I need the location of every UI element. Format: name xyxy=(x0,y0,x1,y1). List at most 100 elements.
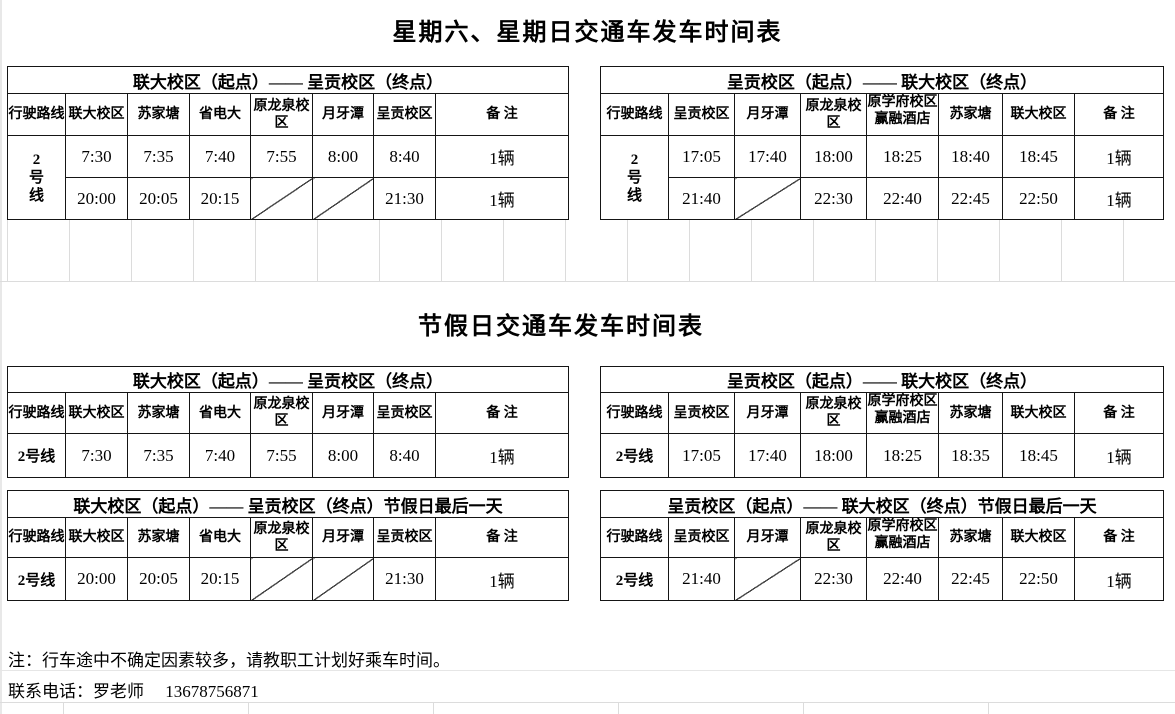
spreadsheet-gridline xyxy=(0,670,1175,671)
table-title: 联大校区（起点）—— 呈贡校区（终点） xyxy=(7,66,569,94)
column-header: 联大校区 xyxy=(1002,392,1075,434)
schedule-cell: 7:55 xyxy=(250,135,313,178)
route-cell: 2号线 xyxy=(600,433,669,478)
column-header: 备 注 xyxy=(1074,392,1164,434)
schedule-cell: 18:40 xyxy=(938,135,1003,178)
column-header: 行驶路线 xyxy=(7,392,66,434)
route-cell: 2号线 xyxy=(600,557,669,601)
schedule-cell: 18:00 xyxy=(800,433,867,478)
column-header: 月牙潭 xyxy=(312,392,374,434)
schedule-cell xyxy=(250,177,313,220)
column-header: 苏家塘 xyxy=(938,517,1003,558)
schedule-cell: 20:05 xyxy=(127,557,190,601)
column-header: 省电大 xyxy=(189,517,251,558)
schedule-cell: 8:00 xyxy=(312,433,374,478)
column-header: 备 注 xyxy=(435,517,569,558)
column-header: 呈贡校区 xyxy=(373,517,436,558)
schedule-cell: 18:25 xyxy=(866,433,939,478)
schedule-cell: 8:40 xyxy=(373,433,436,478)
schedule-cell: 22:30 xyxy=(800,557,867,601)
schedule-cell xyxy=(250,557,313,601)
schedule-cell: 21:40 xyxy=(668,177,735,220)
column-header: 行驶路线 xyxy=(600,517,669,558)
column-header: 备 注 xyxy=(1074,517,1164,558)
schedule-cell: 22:30 xyxy=(800,177,867,220)
column-header: 联大校区 xyxy=(1002,93,1075,136)
spreadsheet-gridlines xyxy=(7,220,1163,281)
schedule-cell: 21:30 xyxy=(373,557,436,601)
remark-cell: 1辆 xyxy=(1074,433,1164,478)
schedule-cell: 20:15 xyxy=(189,557,251,601)
column-header: 月牙潭 xyxy=(734,392,801,434)
column-header: 原学府校区赢融酒店 xyxy=(866,517,939,558)
table-title: 联大校区（起点）—— 呈贡校区（终点）节假日最后一天 xyxy=(7,490,569,518)
schedule-cell: 7:55 xyxy=(250,433,313,478)
column-header: 备 注 xyxy=(435,93,569,136)
column-header: 原龙泉校区 xyxy=(250,93,313,136)
route-cell: 2号线 xyxy=(7,557,66,601)
column-header: 原龙泉校区 xyxy=(800,93,867,136)
schedule-cell: 22:50 xyxy=(1002,557,1075,601)
schedule-cell: 17:05 xyxy=(668,433,735,478)
column-header: 原龙泉校区 xyxy=(250,392,313,434)
route-cell: 2号线 xyxy=(600,135,669,220)
lastday-outbound-table: 联大校区（起点）—— 呈贡校区（终点）节假日最后一天 行驶路线 联大校区 苏家塘… xyxy=(7,490,569,601)
column-header: 联大校区 xyxy=(1002,517,1075,558)
column-header: 月牙潭 xyxy=(734,517,801,558)
table-title: 呈贡校区（起点）—— 联大校区（终点） xyxy=(600,66,1164,94)
column-header: 行驶路线 xyxy=(7,93,66,136)
remark-cell: 1辆 xyxy=(1074,177,1164,220)
table-title: 联大校区（起点）—— 呈贡校区（终点） xyxy=(7,366,569,393)
column-header: 月牙潭 xyxy=(312,517,374,558)
schedule-cell: 7:40 xyxy=(189,433,251,478)
column-header: 行驶路线 xyxy=(7,517,66,558)
contact-note: 联系电话：罗老师 13678756871 xyxy=(8,682,259,701)
sheet-left-gridline xyxy=(0,0,2,714)
route-cell: 2号线 xyxy=(7,135,66,220)
route-cell: 2号线 xyxy=(7,433,66,478)
column-header: 苏家塘 xyxy=(938,93,1003,136)
column-header: 月牙潭 xyxy=(734,93,801,136)
column-header: 原学府校区赢融酒店 xyxy=(866,93,939,136)
schedule-cell: 20:00 xyxy=(65,177,128,220)
holiday-outbound-table: 联大校区（起点）—— 呈贡校区（终点） 行驶路线 联大校区 苏家塘 省电大 原龙… xyxy=(7,366,569,478)
schedule-cell: 7:30 xyxy=(65,433,128,478)
schedule-cell: 22:50 xyxy=(1002,177,1075,220)
column-header: 呈贡校区 xyxy=(668,392,735,434)
schedule-cell: 22:45 xyxy=(938,557,1003,601)
schedule-cell xyxy=(734,177,801,220)
column-header: 联大校区 xyxy=(65,517,128,558)
table-title: 呈贡校区（起点）—— 联大校区（终点） xyxy=(600,366,1164,393)
column-header: 呈贡校区 xyxy=(373,93,436,136)
route-label: 2号线 xyxy=(626,151,642,204)
column-header: 呈贡校区 xyxy=(373,392,436,434)
table-title: 呈贡校区（起点）—— 联大校区（终点）节假日最后一天 xyxy=(600,490,1164,518)
weekend-timetable-title: 星期六、星期日交通车发车时间表 xyxy=(392,20,783,46)
schedule-cell: 22:40 xyxy=(866,177,939,220)
column-header: 呈贡校区 xyxy=(668,517,735,558)
column-header: 联大校区 xyxy=(65,93,128,136)
spreadsheet-gridline xyxy=(0,281,1175,282)
remark-cell: 1辆 xyxy=(1074,135,1164,178)
holiday-inbound-table: 呈贡校区（起点）—— 联大校区（终点） 行驶路线 呈贡校区 月牙潭 原龙泉校区 … xyxy=(600,366,1164,478)
schedule-cell: 7:35 xyxy=(127,135,190,178)
column-header: 原龙泉校区 xyxy=(800,517,867,558)
schedule-cell xyxy=(312,557,374,601)
schedule-cell: 7:30 xyxy=(65,135,128,178)
column-header: 月牙潭 xyxy=(312,93,374,136)
column-header: 原龙泉校区 xyxy=(800,392,867,434)
column-header: 省电大 xyxy=(189,392,251,434)
lastday-inbound-table: 呈贡校区（起点）—— 联大校区（终点）节假日最后一天 行驶路线 呈贡校区 月牙潭… xyxy=(600,490,1164,601)
column-header: 原龙泉校区 xyxy=(250,517,313,558)
column-header: 备 注 xyxy=(435,392,569,434)
column-header: 备 注 xyxy=(1074,93,1164,136)
remark-cell: 1辆 xyxy=(1074,557,1164,601)
holiday-timetable-title: 节假日交通车发车时间表 xyxy=(418,314,704,340)
spreadsheet-gridlines xyxy=(63,702,1163,714)
column-header: 苏家塘 xyxy=(127,517,190,558)
schedule-cell xyxy=(312,177,374,220)
weekend-outbound-table: 联大校区（起点）—— 呈贡校区（终点） 行驶路线 联大校区 苏家塘 省电大 原龙… xyxy=(7,66,569,220)
schedule-cell: 8:40 xyxy=(373,135,436,178)
schedule-cell: 17:40 xyxy=(734,135,801,178)
